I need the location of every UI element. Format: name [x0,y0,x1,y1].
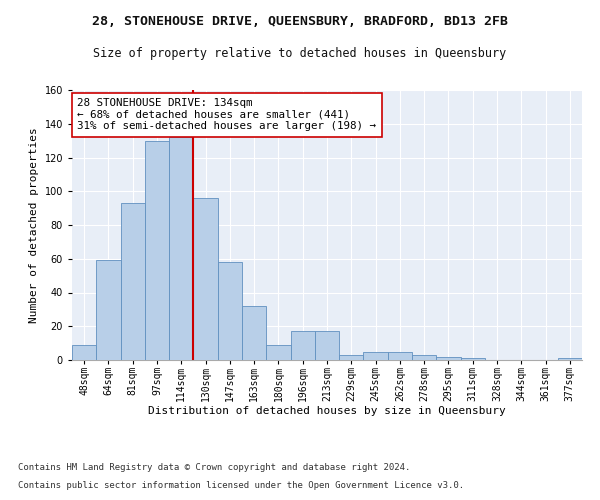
Bar [266,345,290,360]
Bar [461,358,485,360]
Bar [169,137,193,360]
Bar [290,332,315,360]
Bar [121,203,145,360]
Bar [218,262,242,360]
Bar [364,352,388,360]
Y-axis label: Number of detached properties: Number of detached properties [29,127,39,323]
X-axis label: Distribution of detached houses by size in Queensbury: Distribution of detached houses by size … [148,406,506,416]
Text: Contains public sector information licensed under the Open Government Licence v3: Contains public sector information licen… [18,481,464,490]
Bar [193,198,218,360]
Bar [412,355,436,360]
Text: Size of property relative to detached houses in Queensbury: Size of property relative to detached ho… [94,48,506,60]
Bar [145,140,169,360]
Text: 28, STONEHOUSE DRIVE, QUEENSBURY, BRADFORD, BD13 2FB: 28, STONEHOUSE DRIVE, QUEENSBURY, BRADFO… [92,15,508,28]
Bar [339,355,364,360]
Bar [436,356,461,360]
Bar [558,358,582,360]
Bar [315,332,339,360]
Bar [96,260,121,360]
Bar [242,306,266,360]
Bar [72,345,96,360]
Text: 28 STONEHOUSE DRIVE: 134sqm
← 68% of detached houses are smaller (441)
31% of se: 28 STONEHOUSE DRIVE: 134sqm ← 68% of det… [77,98,376,132]
Text: Contains HM Land Registry data © Crown copyright and database right 2024.: Contains HM Land Registry data © Crown c… [18,464,410,472]
Bar [388,352,412,360]
